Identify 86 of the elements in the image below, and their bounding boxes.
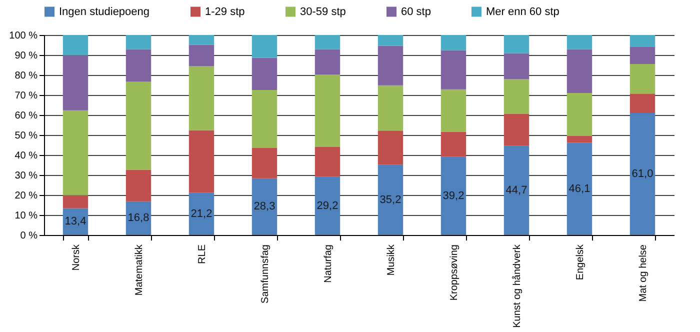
bar — [630, 35, 656, 47]
bar — [126, 82, 152, 170]
bar — [314, 74, 340, 147]
y-tick-label: 100 % — [9, 30, 38, 42]
bar — [314, 49, 340, 75]
bar — [504, 146, 530, 235]
bar — [630, 113, 656, 235]
bar — [62, 110, 88, 196]
bar — [314, 147, 340, 177]
y-tick-label: 80 % — [14, 70, 38, 82]
bar — [630, 46, 656, 64]
bar — [566, 142, 592, 235]
bar — [504, 35, 530, 54]
bar — [188, 44, 214, 66]
bar — [504, 53, 530, 80]
bar — [566, 93, 592, 136]
bar — [188, 35, 214, 45]
bar — [440, 156, 466, 235]
bar — [378, 85, 404, 131]
data-label: 16,8 — [128, 212, 150, 224]
bar — [188, 66, 214, 130]
data-label: 21,2 — [190, 208, 212, 220]
data-label: 13,4 — [64, 216, 86, 228]
y-tick-label: 30 % — [14, 170, 38, 182]
x-tick-label: Matematikk — [134, 244, 145, 296]
bar — [314, 35, 340, 50]
bar — [630, 94, 656, 113]
bar — [126, 201, 152, 235]
bar — [440, 89, 466, 132]
data-label: 29,2 — [316, 200, 338, 212]
legend-label: 1-29 stp — [205, 6, 245, 18]
x-tick-label: Kroppsøving — [449, 244, 460, 301]
bar — [252, 58, 278, 90]
legend-label: 30-59 stp — [300, 6, 346, 18]
bar — [188, 192, 214, 235]
x-tick-label: Mat og helse — [638, 244, 649, 302]
bar — [252, 178, 278, 235]
bar — [566, 136, 592, 143]
y-tick-label: 0 % — [20, 230, 38, 242]
bar — [62, 55, 88, 110]
bar — [62, 195, 88, 208]
bar — [378, 46, 404, 86]
y-tick-label: 90 % — [14, 50, 38, 62]
x-tick-label: RLE — [197, 244, 208, 264]
bar — [188, 130, 214, 193]
y-tick-label: 10 % — [14, 210, 38, 222]
x-tick-label: Engelsk — [575, 244, 586, 280]
bar — [126, 170, 152, 202]
x-tick-label: Kunst og håndverk — [511, 244, 523, 328]
bar — [440, 132, 466, 157]
legend-label: 60 stp — [401, 6, 431, 18]
y-tick-label: 60 % — [14, 110, 38, 122]
data-label: 46,1 — [568, 182, 590, 195]
data-label: 39,2 — [442, 190, 464, 202]
bar — [62, 208, 88, 235]
bar — [314, 176, 340, 235]
x-tick-label: Naturfag — [323, 244, 334, 283]
bar — [252, 35, 278, 58]
data-label: 61,0 — [632, 168, 654, 180]
bar — [378, 35, 404, 46]
y-tick-label: 20 % — [14, 190, 38, 202]
bar — [440, 50, 466, 90]
data-label: 35,2 — [380, 194, 402, 206]
data-label: 28,3 — [254, 200, 276, 213]
bar — [504, 114, 530, 146]
legend-label: Ingen studiepoeng — [59, 6, 150, 18]
x-tick-label: Norsk — [71, 244, 82, 271]
bar — [378, 164, 404, 235]
y-tick-label: 70 % — [14, 90, 38, 102]
data-label: 44,7 — [506, 184, 528, 196]
bar — [630, 64, 656, 94]
y-tick-label: 50 % — [14, 130, 38, 142]
bar — [440, 35, 466, 50]
bar — [252, 148, 278, 178]
bar — [126, 35, 152, 50]
y-tick-label: 40 % — [14, 150, 38, 162]
bar — [62, 35, 88, 56]
bar — [504, 79, 530, 114]
bar — [566, 49, 592, 93]
legend-label: Mer enn 60 stp — [486, 6, 560, 18]
bar — [378, 130, 404, 165]
bar — [252, 90, 278, 148]
x-tick-label: Samfunnsfag — [260, 244, 271, 304]
x-tick-label: Musikk — [386, 244, 397, 276]
bar — [566, 35, 592, 50]
bar — [126, 49, 152, 82]
